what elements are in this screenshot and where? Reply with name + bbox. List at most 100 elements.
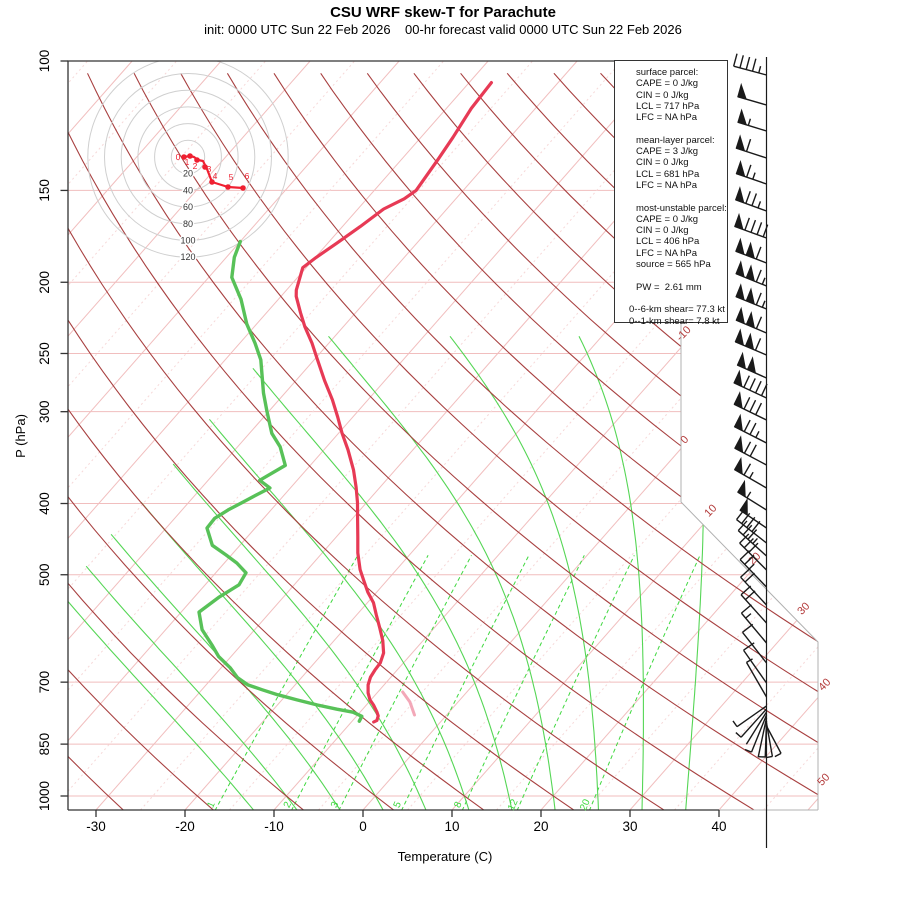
hodograph-height-label: 1 xyxy=(185,157,190,167)
isotherm-line xyxy=(68,61,266,810)
isotherm-line xyxy=(407,61,818,810)
temperature-tick-label: 20 xyxy=(533,819,548,834)
mixing-ratio-line xyxy=(588,555,701,810)
parcel-box-line: CAPE = 0 J/kg xyxy=(636,78,699,90)
mixing-ratio-label: 20 xyxy=(578,797,593,812)
wind-barb xyxy=(745,658,768,698)
hodograph-ring-label: 80 xyxy=(183,219,193,229)
wind-barb xyxy=(734,212,769,239)
isotherm-line xyxy=(496,61,818,810)
temperature-tick-label: 10 xyxy=(444,819,459,834)
dry-adiabat-line xyxy=(226,73,818,810)
grid-lines xyxy=(68,61,900,810)
hodograph-ring-label: 20 xyxy=(183,169,193,179)
isotherm-line xyxy=(853,61,900,810)
hodograph-height-label: 0 xyxy=(176,152,181,162)
dry-adiabat-line xyxy=(68,73,486,810)
hodograph-height-label: 4 xyxy=(213,171,218,181)
wind-barb xyxy=(736,508,767,544)
isotherm-line xyxy=(763,61,818,810)
wind-barb xyxy=(733,456,767,489)
parcel-box-line: surface parcel: xyxy=(636,67,699,78)
temperature-curve xyxy=(294,80,493,724)
mixing-ratio-line xyxy=(290,555,429,810)
mixing-ratio-line xyxy=(400,555,530,810)
parcel-trace-curve xyxy=(401,690,416,717)
hodograph-point xyxy=(240,185,246,191)
x-axis-title: Temperature (C) xyxy=(398,849,493,864)
pressure-tick-label: 700 xyxy=(37,671,52,694)
isotherm-label: 10 xyxy=(702,502,719,519)
isotherm-label: 30 xyxy=(795,600,812,617)
wind-barb xyxy=(737,520,767,557)
pressure-tick-label: 100 xyxy=(37,50,52,73)
parcel-box-line: most-unstable parcel: xyxy=(636,202,727,214)
profile-curves xyxy=(197,80,493,724)
hodograph-ring xyxy=(154,123,222,191)
hodograph-ring-label: 120 xyxy=(180,252,195,262)
moist-adiabat-line xyxy=(252,367,513,810)
temperature-tick-label: 30 xyxy=(622,819,637,834)
moist-adiabat-line xyxy=(172,463,428,810)
moist-adiabat-line xyxy=(578,336,644,810)
isotherm-line xyxy=(68,61,533,810)
isotherm-line xyxy=(318,61,818,810)
mixing-ratio-label: 5 xyxy=(392,800,404,810)
parcel-box-line: CIN = 0 J/kg xyxy=(636,89,689,101)
wind-barb xyxy=(733,369,768,399)
hodograph-ring-label: 100 xyxy=(180,236,195,246)
parcel-box-line: source = 565 hPa xyxy=(636,259,711,271)
pressure-tick-label: 250 xyxy=(37,342,52,365)
dry-adiabat-line xyxy=(68,73,395,810)
wind-barb xyxy=(732,705,767,728)
dry-adiabat-line xyxy=(68,73,576,810)
wind-barb xyxy=(737,479,767,511)
isotherm-line xyxy=(807,61,818,810)
mixing-ratio-label: 12 xyxy=(506,797,521,812)
isotherm-line xyxy=(674,61,818,810)
pressure-tick-label: 400 xyxy=(37,492,52,515)
isotherm-line xyxy=(68,61,444,810)
wind-barb xyxy=(733,391,767,421)
parcel-box-line: CIN = 0 J/kg xyxy=(636,225,689,237)
dry-adiabat-line xyxy=(87,73,818,810)
hodograph-ring-label: 40 xyxy=(183,185,193,195)
wind-barbs xyxy=(732,53,782,848)
dry-adiabat-line xyxy=(133,73,818,810)
moist-adiabat-line xyxy=(449,335,600,810)
parcel-box-line xyxy=(615,293,727,304)
pressure-tick-label: 150 xyxy=(37,179,52,202)
dry-adiabat-line xyxy=(68,73,215,810)
wind-barb xyxy=(735,260,767,287)
chart-subtitle: init: 0000 UTC Sun 22 Feb 2026 00-hr for… xyxy=(204,22,682,37)
moist-adiabat-line xyxy=(68,591,256,810)
pressure-tick-label: 200 xyxy=(37,271,52,294)
pressure-tick-label: 850 xyxy=(37,733,52,756)
y-axis-title: P (hPa) xyxy=(13,414,28,458)
parcel-box-line: LCL = 681 hPa xyxy=(636,168,700,180)
wind-barb xyxy=(740,567,768,606)
moist-adiabat-line xyxy=(85,565,299,810)
parcel-box-line: mean-layer parcel: xyxy=(636,134,715,146)
hodograph-ring-label: 60 xyxy=(183,202,193,212)
temperature-tick-label: -10 xyxy=(264,819,284,834)
isotherm-line xyxy=(229,61,818,810)
moist-adiabat-line xyxy=(685,336,705,810)
mixing-ratio-label: 1 xyxy=(205,800,217,810)
mixing-ratio-label: 2 xyxy=(282,800,294,810)
parcel-box-line: LFC = NA hPa xyxy=(636,247,697,259)
hodograph: 20 40 60 80 100 120 0 1 2 34 5 6 xyxy=(87,61,289,264)
hodograph-height-label: 5 xyxy=(229,172,234,182)
wind-barb xyxy=(733,413,767,444)
hodograph-ring xyxy=(170,139,206,175)
wind-barb xyxy=(741,623,768,664)
hodograph-ring xyxy=(120,89,256,225)
temperature-tick-label: 0 xyxy=(359,819,367,834)
parcel-box-line xyxy=(615,191,727,202)
hodograph-ring xyxy=(87,61,289,258)
wind-barb xyxy=(740,604,768,644)
wind-barb xyxy=(745,711,768,745)
wind-barb xyxy=(765,725,782,758)
dewpoint-curve xyxy=(197,239,364,723)
